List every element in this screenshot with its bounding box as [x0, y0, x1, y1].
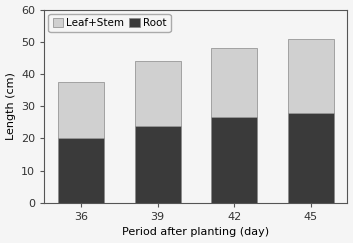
Bar	[288, 113, 334, 203]
Bar	[134, 61, 180, 126]
Bar	[58, 139, 104, 203]
X-axis label: Period after planting (day): Period after planting (day)	[122, 227, 269, 237]
Bar	[211, 48, 257, 117]
Bar	[211, 117, 257, 203]
Bar	[134, 126, 180, 203]
Legend: Leaf+Stem, Root: Leaf+Stem, Root	[48, 14, 170, 32]
Bar	[58, 82, 104, 139]
Y-axis label: Length (cm): Length (cm)	[6, 72, 16, 140]
Bar	[288, 39, 334, 113]
